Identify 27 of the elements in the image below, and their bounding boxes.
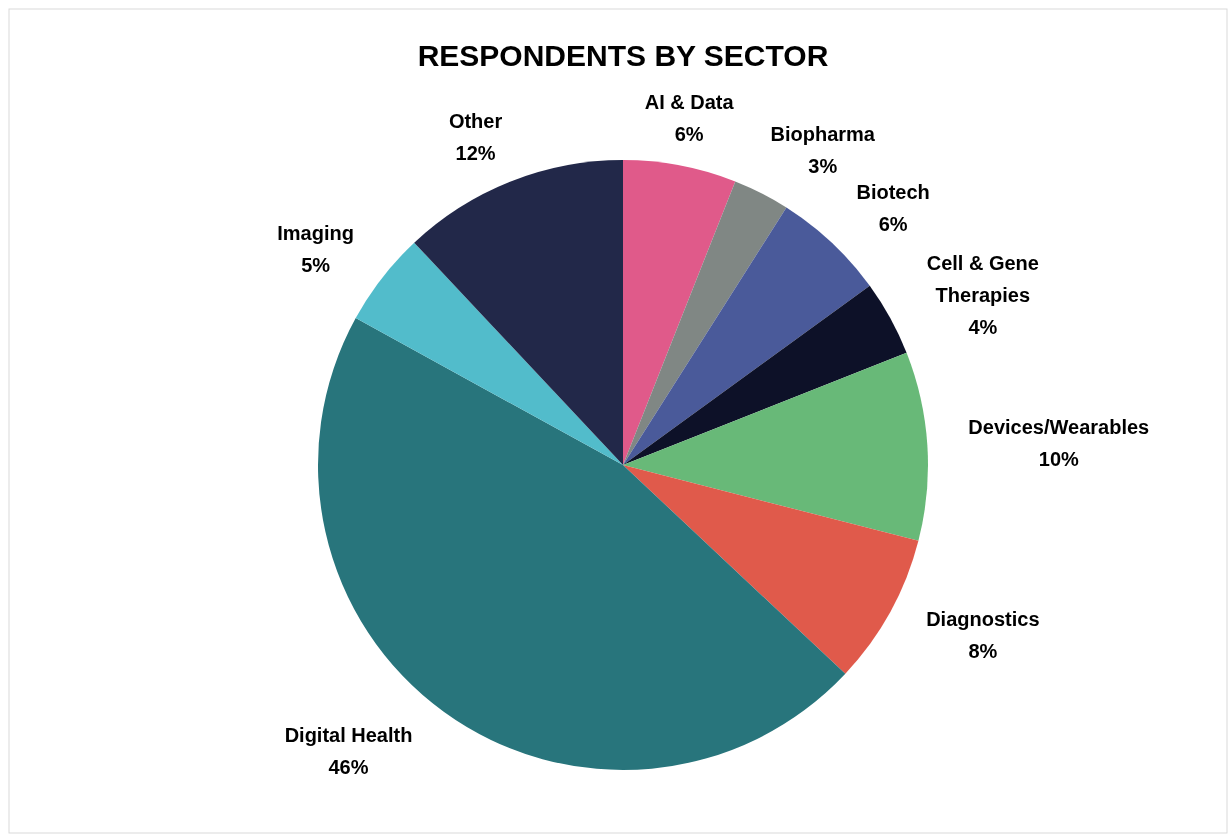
- data-label: 46%: [328, 755, 369, 778]
- pie-slice: [414, 160, 623, 465]
- pie-slice: [623, 181, 787, 465]
- slice-label: Imaging: [277, 221, 354, 244]
- slice-label: Devices/Wearables: [968, 415, 1150, 438]
- data-label: 3%: [808, 155, 838, 178]
- pie-slice: [355, 242, 623, 465]
- data-label: 5%: [301, 253, 331, 276]
- slice-label: Cell & Gene Therapies: [926, 251, 1039, 306]
- pie-slice: [623, 207, 870, 465]
- slice-label: Biopharma: [770, 123, 876, 146]
- data-label: 10%: [1038, 447, 1080, 470]
- pie-slice: [623, 465, 919, 674]
- chart-title: RESPONDENTS BY SECTOR: [417, 39, 829, 72]
- slice-label: Biotech: [856, 180, 930, 203]
- slice-label: Other: [448, 109, 503, 132]
- data-label: 12%: [455, 141, 496, 164]
- data-label: 6%: [674, 123, 704, 146]
- data-label: 4%: [968, 315, 998, 338]
- slice-label: Digital Health: [284, 723, 413, 746]
- pie-slice: [623, 160, 736, 465]
- data-label: 8%: [968, 640, 998, 663]
- pie-slice: [623, 352, 928, 541]
- pie-slice: [623, 285, 907, 465]
- data-label: 6%: [878, 212, 908, 235]
- slice-label: Diagnostics: [926, 608, 1040, 631]
- slice-label: AI & Data: [644, 91, 735, 114]
